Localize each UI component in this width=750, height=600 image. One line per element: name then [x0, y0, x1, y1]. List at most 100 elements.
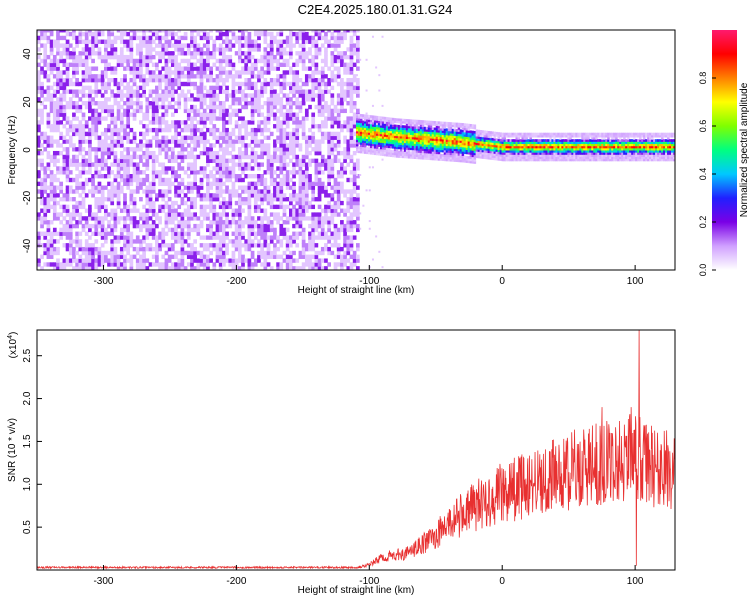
- heatmap-cell: [298, 147, 303, 152]
- heatmap-cell: [94, 212, 99, 217]
- heatmap-cell: [116, 135, 121, 140]
- heatmap-cell: [327, 143, 331, 148]
- heatmap-cell: [190, 43, 194, 48]
- heatmap-cell: [209, 258, 213, 263]
- heatmap-cell: [359, 129, 363, 132]
- heatmap-cell: [279, 223, 284, 229]
- heatmap-cell: [155, 139, 159, 144]
- heatmap-cell: [91, 66, 95, 71]
- heatmap-cell: [116, 104, 121, 110]
- heatmap-cell: [81, 158, 86, 163]
- heatmap-cell: [43, 212, 48, 217]
- heatmap-cell: [439, 123, 443, 127]
- heatmap-cell: [263, 150, 268, 156]
- heatmap-cell: [132, 116, 137, 121]
- heatmap-cell: [88, 127, 92, 133]
- heatmap-cell: [94, 120, 99, 125]
- heatmap-cell: [308, 93, 312, 98]
- heatmap-cell: [161, 239, 166, 244]
- heatmap-cell: [346, 54, 351, 60]
- heatmap-cell: [49, 139, 54, 144]
- heatmap-cell: [363, 118, 367, 122]
- heatmap-cell: [49, 70, 54, 75]
- heatmap-cell: [65, 185, 70, 190]
- heatmap-cell: [409, 134, 413, 138]
- heatmap-cell: [415, 126, 419, 129]
- heatmap-cell: [212, 246, 217, 252]
- heatmap-cell: [391, 128, 395, 132]
- heatmap-cell: [311, 93, 316, 98]
- heatmap-cell: [59, 197, 64, 202]
- heatmap-cell: [158, 35, 162, 41]
- heatmap-cell: [81, 223, 86, 229]
- heatmap-cell: [330, 62, 335, 67]
- heatmap-cell: [308, 204, 312, 210]
- heatmap-cell: [183, 108, 188, 114]
- heatmap-cell: [94, 131, 99, 137]
- heatmap-cell: [145, 266, 150, 270]
- heatmap-cell: [276, 66, 280, 71]
- heatmap-cell: [158, 116, 162, 121]
- heatmap-cell: [72, 266, 76, 270]
- heatmap-cell: [126, 62, 131, 67]
- heatmap-cell: [180, 189, 185, 194]
- heatmap-cell: [56, 120, 60, 125]
- heatmap-cell: [279, 262, 284, 267]
- heatmap-cell: [113, 54, 118, 60]
- heatmap-cell: [59, 51, 64, 56]
- heatmap-cell: [170, 227, 175, 233]
- heatmap-cell: [177, 266, 182, 270]
- heatmap-cell: [167, 104, 172, 110]
- heatmap-cell: [361, 148, 365, 152]
- heatmap-cell: [75, 189, 79, 194]
- heatmap-cell: [237, 204, 242, 210]
- heatmap-cell: [228, 197, 233, 202]
- heatmap-cell: [97, 258, 102, 263]
- heatmap-cell: [206, 139, 210, 144]
- heatmap-cell: [349, 193, 354, 198]
- heatmap-cell: [349, 30, 354, 33]
- heatmap-cell: [228, 143, 233, 148]
- heatmap-cell: [199, 70, 204, 75]
- heatmap-cell: [349, 158, 354, 163]
- heatmap-cell: [308, 174, 312, 179]
- heatmap-cell: [401, 129, 405, 133]
- heatmap-cell: [304, 35, 309, 41]
- heatmap-cell: [279, 204, 284, 210]
- heatmap-cell: [186, 74, 191, 79]
- heatmap-cell: [170, 124, 175, 129]
- heatmap-cell: [263, 258, 268, 263]
- heatmap-cell: [164, 58, 169, 64]
- heatmap-cell: [94, 266, 99, 270]
- heatmap-cell: [228, 177, 233, 183]
- heatmap-cell: [282, 104, 287, 110]
- heatmap-cell: [253, 89, 258, 94]
- heatmap-cell: [260, 150, 264, 156]
- heatmap-cell: [276, 197, 280, 202]
- heatmap-cell: [371, 104, 374, 107]
- heatmap-cell: [379, 148, 383, 152]
- heatmap-cell: [289, 150, 293, 156]
- heatmap-cell: [186, 166, 191, 171]
- heatmap-cell: [421, 143, 425, 147]
- heatmap-cell: [228, 158, 233, 163]
- heatmap-cell: [385, 125, 389, 129]
- heatmap-cell: [324, 266, 328, 270]
- heatmap-cell: [218, 51, 223, 56]
- heatmap-cell: [369, 147, 373, 151]
- heatmap-cell: [247, 162, 252, 167]
- heatmap-cell: [91, 78, 95, 83]
- heatmap-cell: [49, 250, 54, 256]
- heatmap-cell: [174, 131, 178, 137]
- heatmap-cell: [292, 239, 296, 244]
- heatmap-cell: [103, 212, 108, 217]
- heatmap-cell: [81, 266, 86, 270]
- heatmap-cell: [145, 108, 150, 114]
- heatmap-cell: [279, 112, 284, 117]
- heatmap-cell: [174, 135, 178, 140]
- heatmap-cell: [340, 39, 344, 44]
- heatmap-cell: [279, 200, 284, 206]
- heatmap-cell: [139, 223, 143, 229]
- heatmap-cell: [161, 143, 166, 148]
- heatmap-cell: [379, 127, 383, 130]
